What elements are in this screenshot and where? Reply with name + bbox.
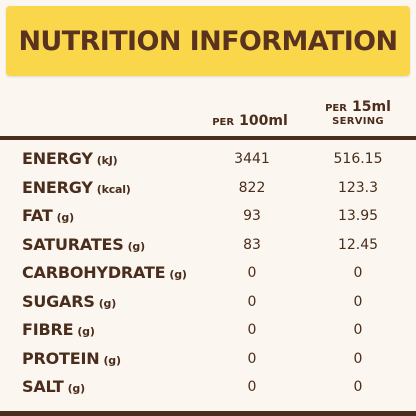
value-per-100ml: 0 xyxy=(247,379,257,395)
page-title: NUTRITION INFORMATION xyxy=(18,25,398,57)
table-row: SUGARS (g) 0 0 xyxy=(0,288,416,317)
value-per-100ml: 822 xyxy=(238,179,266,196)
value-per-serving: 516.15 xyxy=(333,151,383,167)
value-per-serving: 0 xyxy=(353,350,363,367)
nutrient-label: SALT (g) xyxy=(22,377,85,396)
nutrient-label: FIBRE (g) xyxy=(22,320,95,339)
column-header-amount: 100ml xyxy=(239,113,288,129)
nutrition-table: ENERGY (kJ) 3441 516.15 ENERGY (kcal) 822 … xyxy=(0,145,416,402)
column-header-prefix: PER xyxy=(212,117,235,128)
nutrient-unit: (g) xyxy=(98,296,117,310)
column-header-per-100ml: PER 100ml xyxy=(200,110,300,129)
table-row: PROTEIN (g) 0 0 xyxy=(0,345,416,374)
nutrient-label: ENERGY (kcal) xyxy=(22,177,131,197)
nutrient-label: SUGARS (g) xyxy=(22,291,117,311)
column-header-prefix: PER xyxy=(325,103,347,114)
table-row: SALT (g) 0 0 xyxy=(0,373,416,402)
value-per-100ml: 93 xyxy=(243,208,261,224)
nutrient-unit: (g) xyxy=(127,239,146,253)
nutrient-unit: (g) xyxy=(56,211,75,224)
column-header-per-serving: PER 15ml SERVING xyxy=(306,96,410,127)
value-per-serving: 0 xyxy=(353,293,363,310)
title-banner: NUTRITION INFORMATION xyxy=(6,6,410,76)
value-per-100ml: 83 xyxy=(243,236,261,253)
table-row: SATURATES (g) 83 12.45 xyxy=(0,231,416,260)
header-divider xyxy=(0,136,416,140)
table-row: CARBOHYDRATE (g) 0 0 xyxy=(0,259,416,288)
value-per-serving: 123.3 xyxy=(337,179,379,196)
column-header-amount: 15ml xyxy=(352,99,391,115)
value-per-serving: 12.45 xyxy=(337,236,379,253)
nutrient-unit: (g) xyxy=(169,268,187,281)
value-per-100ml: 0 xyxy=(247,265,257,281)
nutrient-label: CARBOHYDRATE (g) xyxy=(22,263,187,282)
table-row: ENERGY (kcal) 822 123.3 xyxy=(0,174,416,203)
table-row: ENERGY (kJ) 3441 516.15 xyxy=(0,145,416,174)
value-per-serving: 13.95 xyxy=(337,208,379,224)
value-per-serving: 0 xyxy=(353,379,363,395)
nutrient-label: FAT (g) xyxy=(22,206,74,225)
table-row: FAT (g) 93 13.95 xyxy=(0,202,416,231)
nutrient-unit: (g) xyxy=(103,353,121,367)
column-header-serving: SERVING xyxy=(332,116,384,127)
value-per-100ml: 3441 xyxy=(234,151,270,167)
table-row: FIBRE (g) 0 0 xyxy=(0,316,416,345)
nutrient-unit: (g) xyxy=(67,382,86,395)
value-per-serving: 0 xyxy=(353,265,363,281)
nutrient-unit: (g) xyxy=(77,325,95,338)
nutrient-label: ENERGY (kJ) xyxy=(22,149,118,168)
value-per-serving: 0 xyxy=(353,322,363,338)
nutrient-label: PROTEIN (g) xyxy=(22,348,121,368)
value-per-100ml: 0 xyxy=(247,322,257,338)
value-per-100ml: 0 xyxy=(247,350,257,367)
nutrient-unit: (kcal) xyxy=(96,182,131,196)
footer-divider xyxy=(0,411,416,416)
nutrient-unit: (kJ) xyxy=(96,154,118,167)
value-per-100ml: 0 xyxy=(247,293,257,310)
nutrient-label: SATURATES (g) xyxy=(22,234,146,254)
